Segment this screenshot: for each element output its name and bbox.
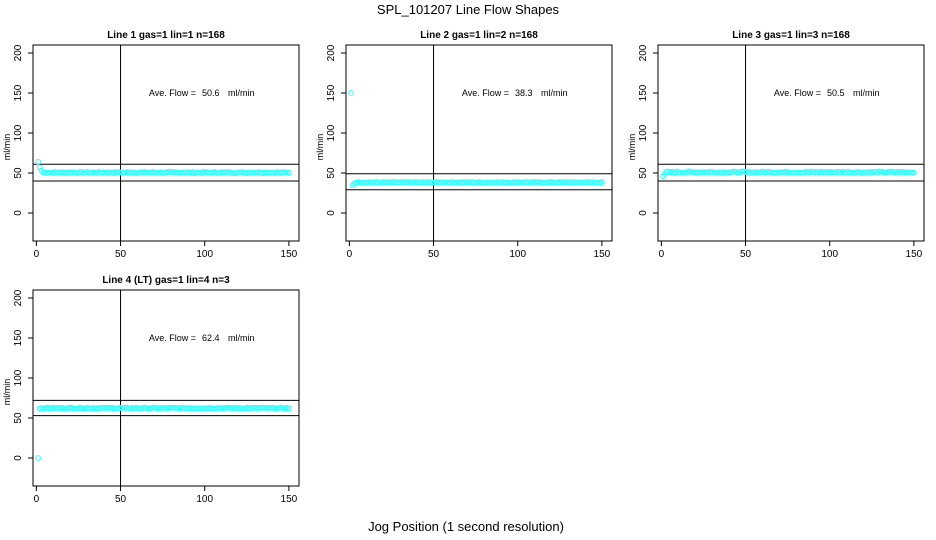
plot-frame — [657, 44, 925, 242]
ave-flow-value: 50.6 — [202, 88, 220, 98]
y-tick-label: 50 — [638, 167, 649, 179]
data-points — [35, 404, 292, 461]
data-point — [873, 169, 880, 176]
figure-x-label: Jog Position (1 second resolution) — [368, 519, 564, 534]
y-tick-label: 200 — [326, 44, 337, 61]
plot-frame — [345, 44, 613, 242]
x-tick-label: 0 — [659, 249, 665, 260]
data-point — [735, 170, 742, 176]
x-tick-label: 0 — [34, 249, 40, 260]
y-tick-label: 100 — [638, 124, 649, 141]
x-tick-label: 150 — [906, 249, 923, 260]
y-tick-label: 50 — [13, 167, 24, 179]
data-point — [36, 164, 43, 171]
ave-flow-value: 38.3 — [515, 88, 533, 98]
ave-flow-value: 50.5 — [827, 88, 845, 98]
plot-frame — [32, 44, 300, 242]
x-tick-label: 150 — [594, 249, 611, 260]
data-point — [35, 158, 41, 165]
y-axis-label: ml/min — [2, 134, 12, 161]
y-tick-label: 150 — [13, 329, 24, 346]
panel-title: Line 2 gas=1 lin=2 n=168 — [420, 30, 538, 41]
data-points — [348, 90, 605, 188]
ave-flow-label: Ave. Flow = — [149, 333, 196, 343]
panel-title: Line 3 gas=1 lin=3 n=168 — [732, 30, 850, 41]
y-tick-label: 0 — [13, 455, 24, 461]
y-tick-label: 50 — [13, 412, 24, 424]
y-axis-label: ml/min — [315, 134, 325, 161]
y-tick-label: 0 — [13, 210, 24, 216]
y-tick-label: 50 — [326, 167, 337, 179]
y-tick-label: 200 — [638, 44, 649, 61]
ave-flow-label: Ave. Flow = — [149, 88, 196, 98]
data-points — [35, 158, 292, 177]
y-tick-label: 200 — [13, 289, 24, 306]
x-tick-label: 150 — [281, 249, 298, 260]
panel-title: Line 4 (LT) gas=1 lin=4 n=3 — [102, 275, 230, 286]
y-tick-label: 0 — [638, 210, 649, 216]
data-point — [598, 179, 605, 185]
panels: Line 1 gas=1 lin=1 n=168 0 50 100 150 0 50 100 1… — [2, 30, 925, 505]
ave-flow-unit: ml/min — [541, 88, 568, 98]
figure-title: SPL_101207 Line Flow Shapes — [377, 2, 560, 17]
ave-flow-unit: ml/min — [228, 88, 255, 98]
x-tick-label: 50 — [740, 249, 752, 260]
data-point — [285, 405, 292, 412]
ave-flow-label: Ave. Flow = — [774, 88, 821, 98]
y-tick-label: 100 — [326, 124, 337, 141]
y-tick-label: 150 — [13, 84, 24, 101]
ave-flow-label: Ave. Flow = — [462, 88, 509, 98]
ave-flow-unit: ml/min — [228, 333, 255, 343]
plot-frame — [32, 289, 300, 487]
panel-title: Line 1 gas=1 lin=1 n=168 — [107, 30, 225, 41]
x-tick-label: 50 — [428, 249, 440, 260]
x-tick-label: 100 — [196, 494, 213, 505]
ave-flow-unit: ml/min — [853, 88, 880, 98]
y-axis-label: ml/min — [2, 379, 12, 406]
x-tick-label: 150 — [281, 494, 298, 505]
panel-1: Line 1 gas=1 lin=1 n=168 0 50 100 150 0 50 100 1… — [2, 30, 300, 260]
y-tick-label: 0 — [326, 210, 337, 216]
data-points — [660, 168, 917, 180]
x-tick-label: 50 — [115, 494, 127, 505]
x-tick-label: 100 — [821, 249, 838, 260]
data-point — [348, 90, 354, 96]
panel-2: Line 2 gas=1 lin=2 n=168 0 50 100 150 0 50 100 1… — [315, 30, 613, 260]
panel-3: Line 3 gas=1 lin=3 n=168 0 50 100 150 0 50 100 1… — [627, 30, 925, 260]
x-tick-label: 0 — [347, 249, 353, 260]
y-tick-label: 100 — [13, 369, 24, 386]
x-tick-label: 100 — [509, 249, 526, 260]
y-tick-label: 150 — [326, 84, 337, 101]
y-tick-label: 200 — [13, 44, 24, 61]
x-tick-label: 0 — [34, 494, 40, 505]
x-tick-label: 50 — [115, 249, 127, 260]
data-point — [910, 169, 917, 176]
data-point — [35, 455, 41, 461]
panel-4: Line 4 (LT) gas=1 lin=4 n=3 0 50 100 150 0 50 1… — [2, 275, 300, 505]
y-axis-label: ml/min — [627, 134, 637, 161]
y-tick-label: 100 — [13, 124, 24, 141]
ave-flow-value: 62.4 — [202, 333, 220, 343]
data-point — [285, 169, 292, 176]
y-tick-label: 150 — [638, 84, 649, 101]
data-point — [783, 168, 789, 175]
x-tick-label: 100 — [196, 249, 213, 260]
